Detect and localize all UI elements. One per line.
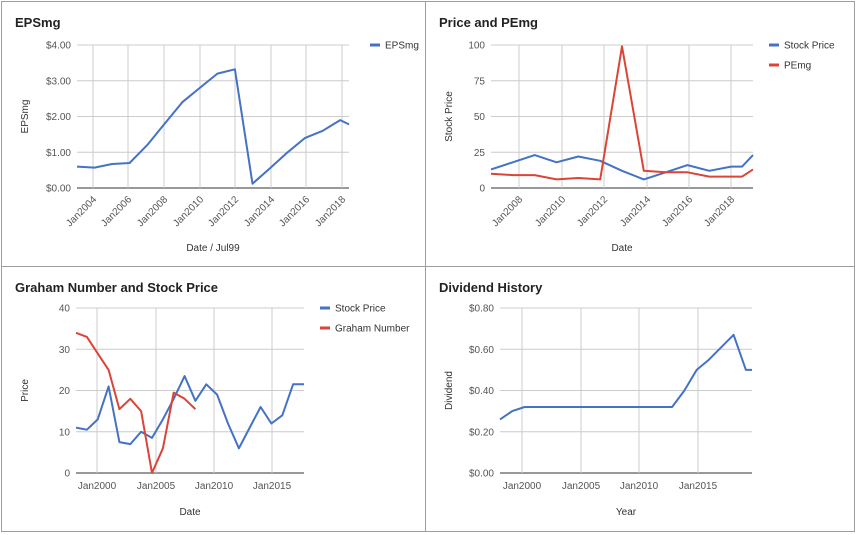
y-tick-label: 40 [59,304,71,315]
x-tick-label: Jan2010 [195,481,234,492]
y-tick-label: $0.00 [469,469,494,480]
legend-label: Stock Price [784,41,835,52]
y-axis-title: Dividend [444,371,455,410]
y-tick-label: $0.20 [469,427,494,438]
x-tick-label: Jan2008 [490,194,525,229]
y-tick-label: 10 [59,427,71,438]
x-tick-label: Jan2000 [78,481,117,492]
legend-label: Stock Price [335,304,386,315]
chart-title: Price and PEmg [439,15,538,30]
x-tick-label: Jan2010 [620,481,659,492]
y-tick-label: $0.40 [469,386,494,397]
chart-title: Dividend History [439,280,543,295]
legend-label: PEmg [784,61,811,72]
x-axis-title: Date [179,507,201,518]
legend-label: Graham Number [335,324,410,335]
x-tick-label: Jan2012 [575,194,610,229]
x-tick-label: Jan2000 [503,481,542,492]
y-tick-label: 25 [474,148,486,159]
x-tick-label: Jan2018 [702,194,737,229]
y-tick-label: 75 [474,76,486,87]
y-tick-label: 0 [64,469,70,480]
y-axis-title: EPSmg [20,100,31,134]
y-tick-label: $0.60 [469,345,494,356]
x-tick-label: Jan2005 [137,481,176,492]
y-tick-label: $1.00 [46,148,71,159]
y-tick-label: 30 [59,345,71,356]
series-line-epsmg [76,68,350,185]
chart-panel-price-pemg: Price and PEmg 0 25 50 75 100 Jan2008 Jan2010 J… [425,1,855,267]
chart-panel-epsmg: EPSmg $0.00 $1.00 $2.00 $3.00 $4.00 Jan2004 Ja… [1,1,426,267]
y-tick-label: $4.00 [46,41,71,52]
x-tick-label: Jan2014 [242,194,277,229]
y-tick-label: 50 [474,112,486,123]
x-axis-title: Date / Jul99 [186,243,240,254]
series-line-dividend [499,333,752,421]
x-tick-label: Jan2008 [135,194,170,229]
x-tick-label: Jan2005 [562,481,601,492]
x-tick-label: Jan2010 [533,194,568,229]
x-tick-label: Jan2014 [618,194,653,229]
y-tick-label: $2.00 [46,112,71,123]
y-tick-label: $0.80 [469,304,494,315]
y-tick-label: 100 [468,41,485,52]
y-tick-label: 0 [479,184,485,195]
x-tick-label: Jan2004 [64,194,99,229]
x-axis-title: Date [611,243,633,254]
series-line-stock-price [490,154,754,181]
chart-panel-dividend: Dividend History $0.00 $0.20 $0.40 $0.60 $0.… [425,266,855,532]
x-tick-label: Jan2016 [660,194,695,229]
chart-title: EPSmg [15,15,61,30]
x-tick-label: Jan2006 [99,194,134,229]
x-tick-label: Jan2012 [206,194,241,229]
x-tick-label: Jan2010 [171,194,206,229]
x-tick-label: Jan2015 [253,481,292,492]
series-line-graham-number [75,331,197,474]
chart-title: Graham Number and Stock Price [15,280,219,295]
y-axis-title: Price [20,379,31,402]
series-line-stock-price [75,375,304,450]
y-tick-label: $0.00 [46,184,71,195]
x-tick-label: Jan2018 [313,194,348,229]
legend-label: EPSmg [385,41,419,52]
y-axis-title: Stock Price [444,91,455,142]
x-axis-title: Year [616,507,637,518]
chart-panel-graham: Graham Number and Stock Price 0 10 20 30 40 J… [1,266,426,532]
y-tick-label: $3.00 [46,76,71,87]
x-tick-label: Jan2016 [277,194,312,229]
graham-chart: 0 10 20 30 40 Jan2000 Jan2005 Jan2010 Jan2015 Dat… [20,304,410,519]
x-tick-label: Jan2015 [679,481,718,492]
dividend-chart: $0.00 $0.20 $0.40 $0.60 $0.80 Jan2000 Jan2005 J… [444,304,753,518]
series-line-pemg [490,45,754,181]
y-tick-label: 20 [59,386,71,397]
